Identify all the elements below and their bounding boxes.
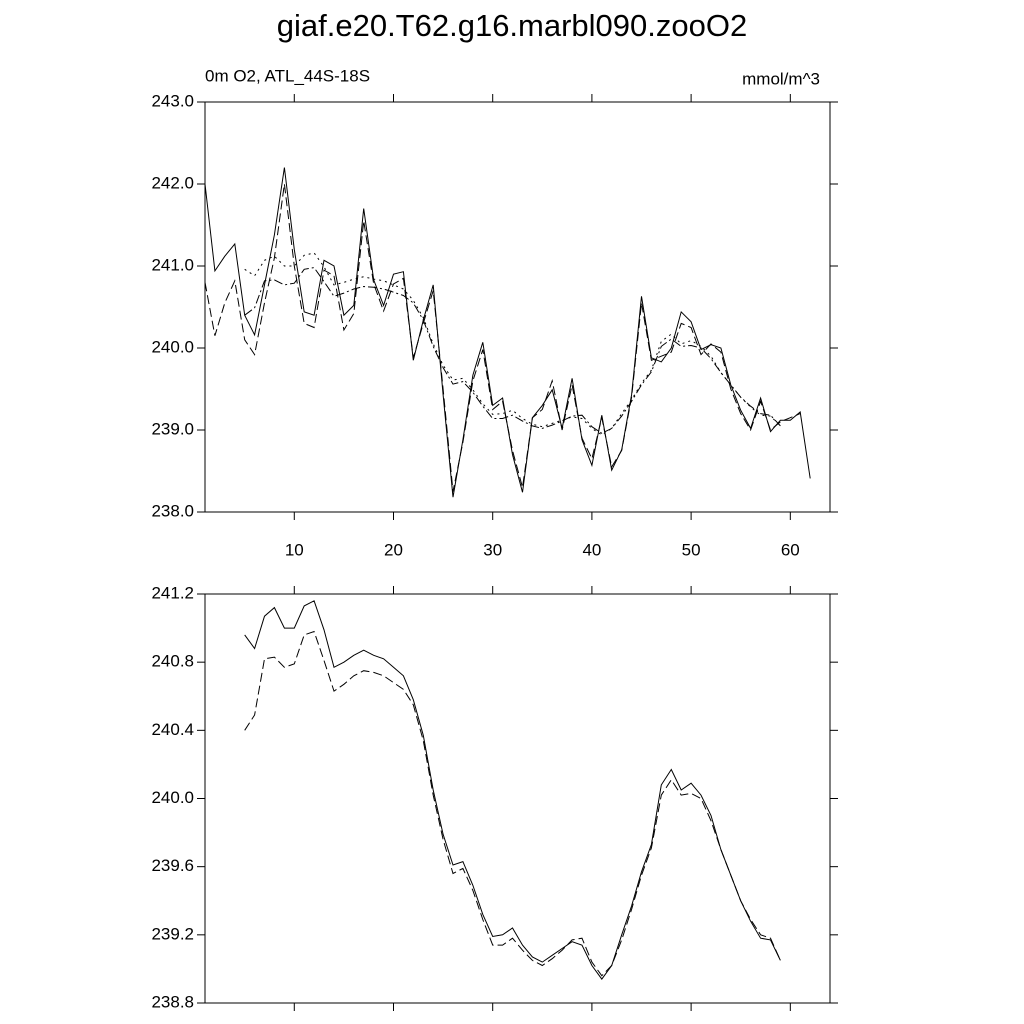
y-tick-label: 239.2 bbox=[151, 924, 194, 943]
y-tick-label: 238.8 bbox=[151, 992, 194, 1011]
chart-subtitle: 0m O2, ATL_44S-18S bbox=[205, 66, 370, 85]
y-tick-label: 240.4 bbox=[151, 720, 194, 739]
line-series bbox=[204, 183, 801, 492]
x-tick-label: 10 bbox=[285, 540, 304, 559]
y-tick-label: 239.0 bbox=[151, 419, 194, 438]
y-tick-label: 240.8 bbox=[151, 652, 194, 671]
y-tick-label: 243.0 bbox=[151, 91, 194, 110]
y-tick-label: 241.2 bbox=[151, 583, 194, 602]
line-series bbox=[244, 267, 781, 434]
plot-frame bbox=[204, 593, 831, 1004]
x-tick-label: 30 bbox=[483, 540, 502, 559]
y-tick-label: 242.0 bbox=[151, 173, 194, 192]
y-tick-label: 241.0 bbox=[151, 255, 194, 274]
x-tick-label: 40 bbox=[582, 540, 601, 559]
x-tick-label: 20 bbox=[384, 540, 403, 559]
line-series bbox=[244, 600, 781, 980]
y-tick-label: 238.0 bbox=[151, 501, 194, 520]
line-series bbox=[204, 167, 811, 498]
x-tick-label: 60 bbox=[781, 540, 800, 559]
y-tick-label: 240.0 bbox=[151, 788, 194, 807]
line-series bbox=[244, 630, 781, 977]
line-series bbox=[244, 252, 781, 436]
y-tick-label: 240.0 bbox=[151, 337, 194, 356]
units-label: mmol/m^3 bbox=[742, 69, 820, 88]
y-tick-label: 239.6 bbox=[151, 856, 194, 875]
chart-title: giaf.e20.T62.g16.marbl090.zooO2 bbox=[277, 8, 747, 43]
x-tick-label: 50 bbox=[682, 540, 701, 559]
plot-frame bbox=[204, 101, 831, 513]
